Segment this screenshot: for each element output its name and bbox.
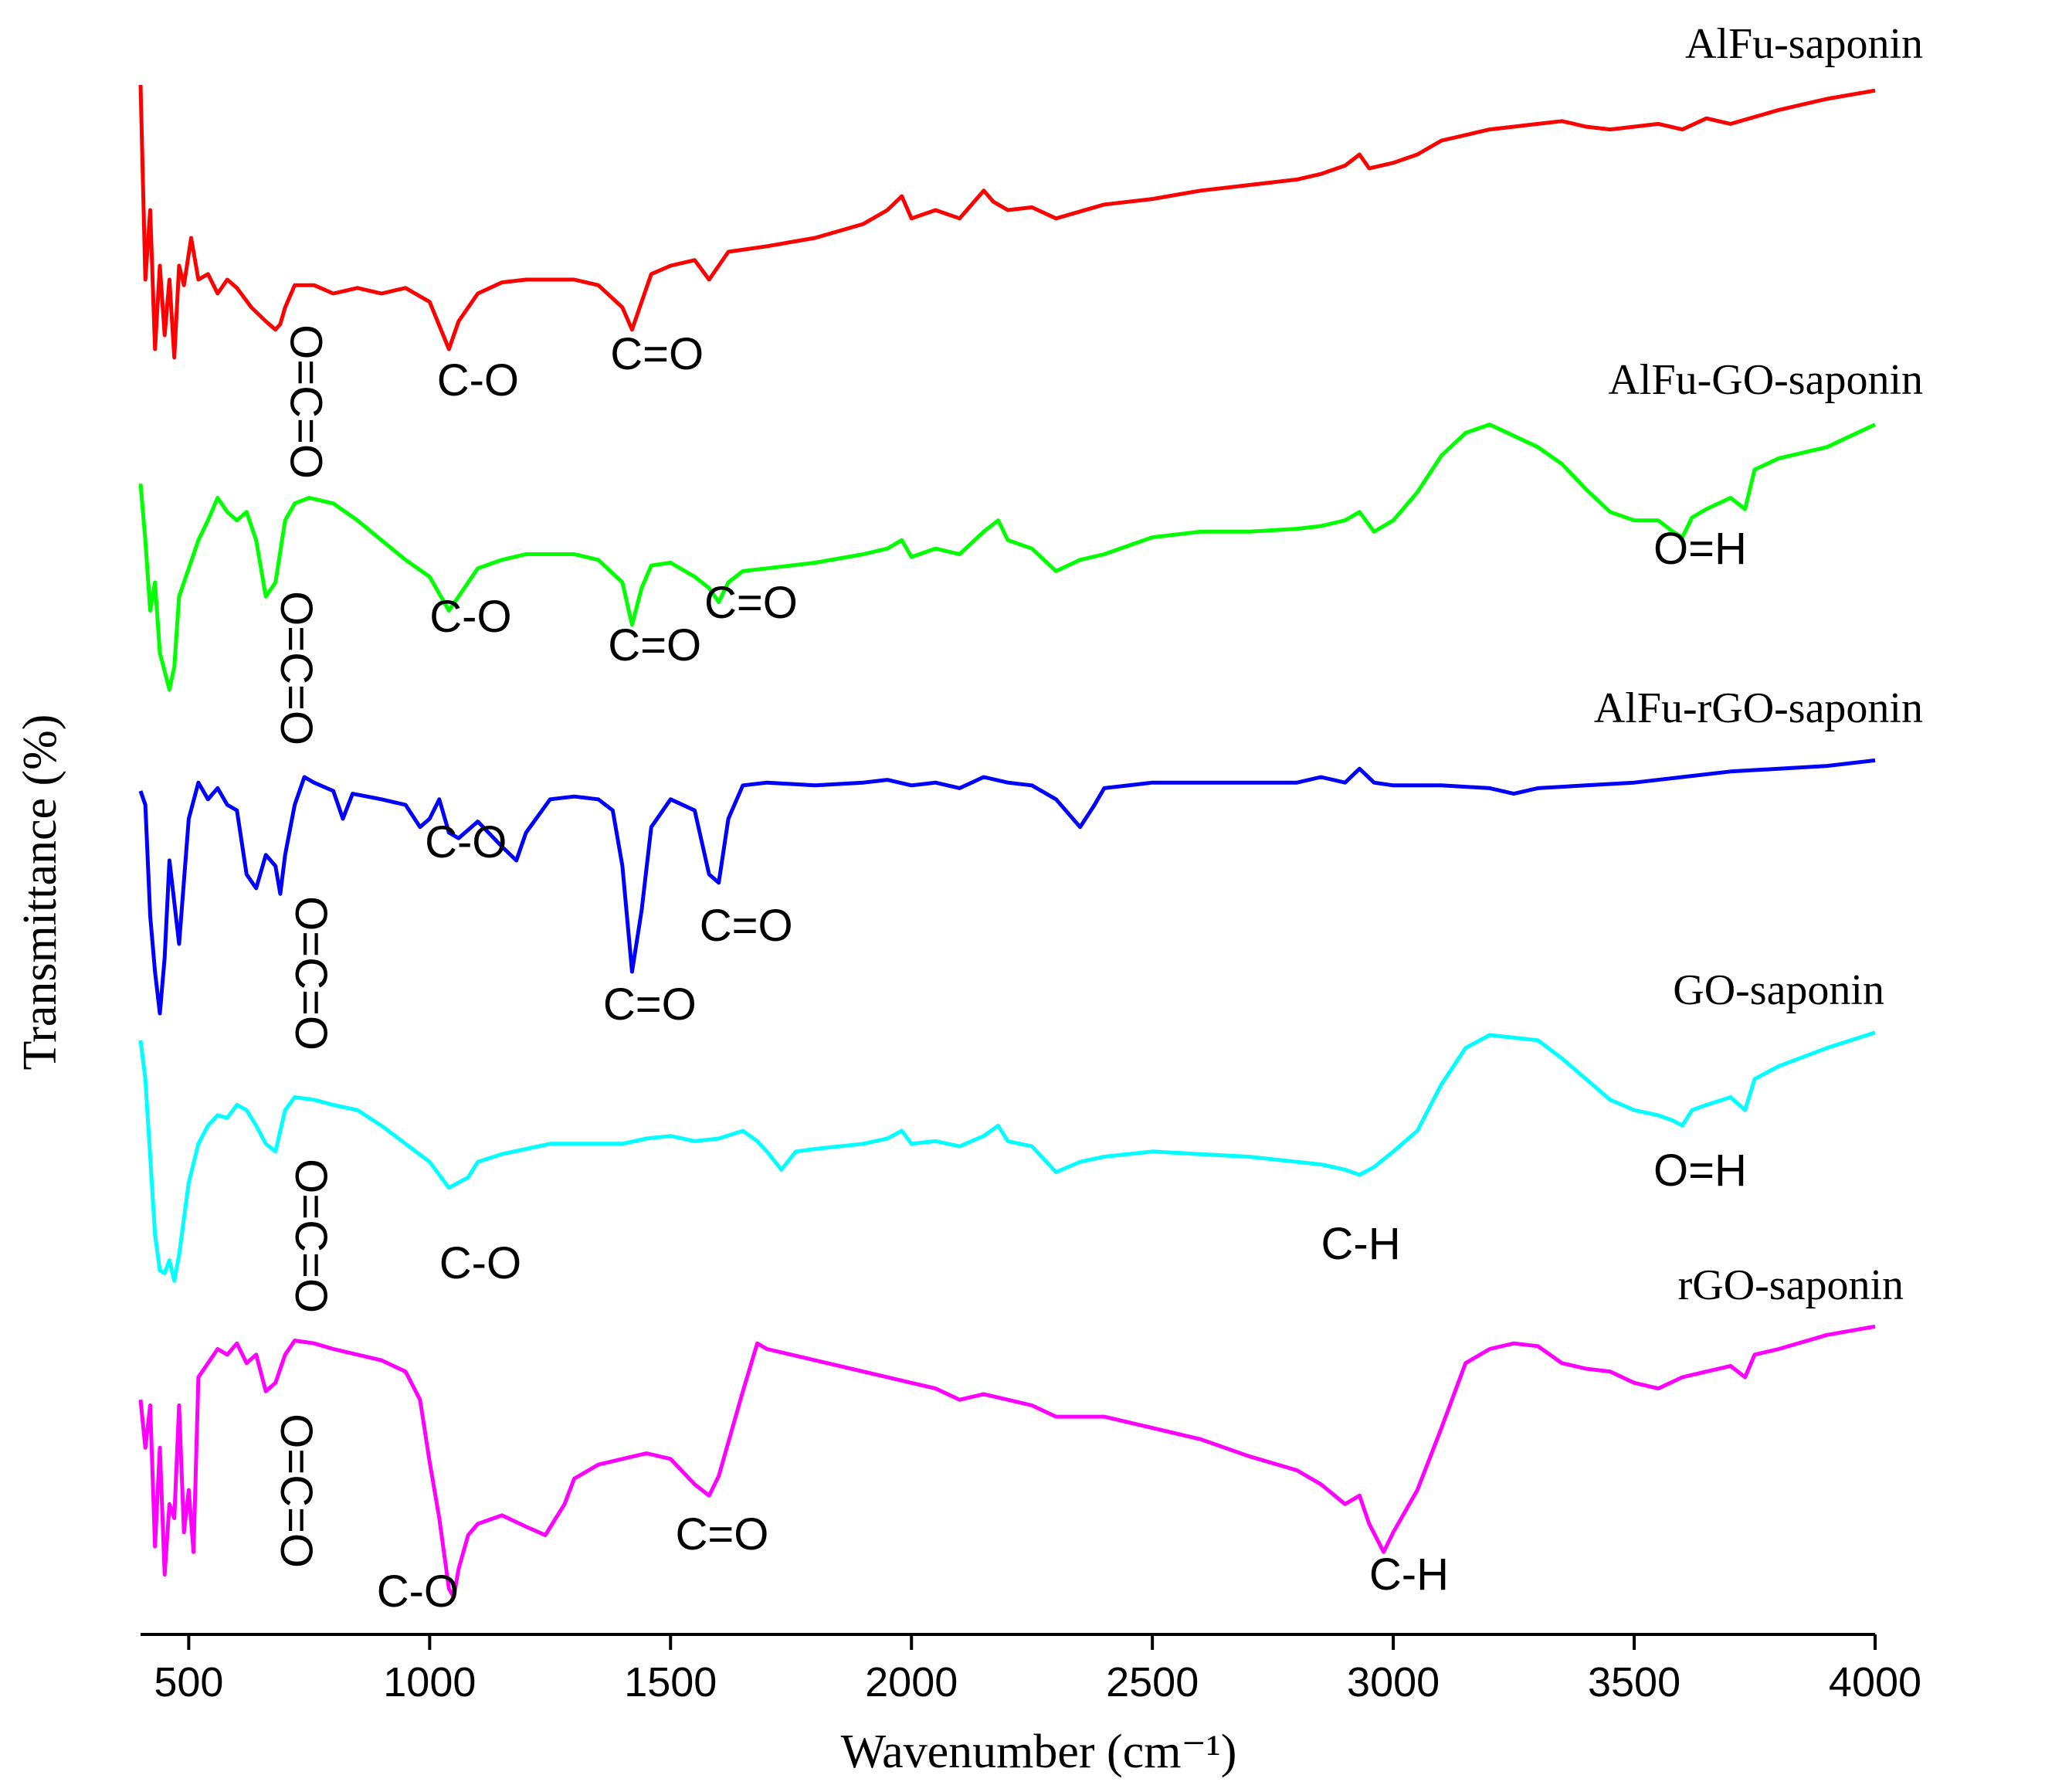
series-label-rgo-saponin: rGO-saponin [1678, 1261, 1904, 1309]
series-label-alfu-rgo-saponin: AlFu-rGO-saponin [1594, 684, 1923, 732]
x-tick-label: 1000 [383, 1659, 476, 1705]
peak-annotations: C-OC=OO=C=OC-OC=OC=OO=HO=C=OC-OC=OC=OO=C… [271, 324, 1747, 1617]
spectra-group [138, 84, 1877, 1600]
series-label-alfu-go-saponin: AlFu-GO-saponin [1608, 356, 1923, 404]
annotation-alfu-go-saponin-o-c-o: O=C=O [271, 591, 321, 745]
annotation-alfu-saponin-c-o: C-O [437, 355, 519, 406]
annotation-alfu-rgo-saponin-c-o: C=O [603, 979, 697, 1030]
annotation-alfu-saponin-o-c-o: O=C=O [281, 324, 331, 479]
series-line-alfu-saponin [138, 84, 1876, 360]
x-tick-label: 4000 [1829, 1659, 1921, 1705]
annotation-rgo-saponin-o-c-o: O=C=O [271, 1414, 321, 1568]
x-axis-ticks: 500 1000 1500 2000 2500 3000 3500 4000 [154, 1634, 1921, 1705]
series-label-alfu-saponin: AlFu-saponin [1685, 20, 1923, 68]
annotation-alfu-rgo-saponin-o-c-o: O=C=O [286, 896, 336, 1050]
annotation-alfu-go-saponin-c-o: C=O [608, 620, 701, 670]
annotation-go-saponin-c-o: C-O [439, 1238, 521, 1288]
x-tick-label: 3000 [1347, 1659, 1440, 1705]
series-label-go-saponin: GO-saponin [1673, 966, 1884, 1014]
annotation-go-saponin-c-h: C-H [1321, 1219, 1401, 1269]
x-tick-label: 2500 [1106, 1659, 1199, 1705]
x-tick-label: 500 [154, 1659, 223, 1705]
annotation-alfu-go-saponin-c-o: C-O [429, 592, 511, 642]
annotation-rgo-saponin-c-h: C-H [1369, 1549, 1449, 1600]
x-tick-label: 1500 [624, 1659, 717, 1705]
x-axis: 500 1000 1500 2000 2500 3000 3500 4000 [141, 1633, 1921, 1705]
annotation-rgo-saponin-c-o: C-O [377, 1566, 459, 1617]
x-tick-label: 2000 [865, 1659, 958, 1705]
annotation-alfu-rgo-saponin-c-o: C-O [425, 817, 507, 867]
series-line-go-saponin [138, 1030, 1876, 1283]
annotation-alfu-saponin-c-o: C=O [610, 329, 704, 379]
annotation-alfu-go-saponin-o-h: O=H [1653, 524, 1747, 574]
series-labels: AlFu-saponin AlFu-GO-saponin AlFu-rGO-sapo… [1594, 20, 1923, 1309]
annotation-alfu-rgo-saponin-c-o: C=O [700, 901, 793, 951]
annotation-rgo-saponin-c-o: C=O [676, 1509, 769, 1560]
series-line-rgo-saponin [138, 1324, 1876, 1600]
annotation-go-saponin-o-c-o: O=C=O [286, 1159, 336, 1313]
y-axis-label: Transmittance (%) [14, 714, 66, 1071]
series-line-alfu-go-saponin [138, 423, 1877, 692]
x-tick-label: 3500 [1588, 1659, 1680, 1705]
annotation-go-saponin-o-h: O=H [1653, 1145, 1747, 1196]
series-line-alfu-rgo-saponin [138, 758, 1876, 1016]
annotation-alfu-go-saponin-c-o: C=O [704, 578, 798, 628]
x-axis-label: Wavenumber (cm⁻¹) [841, 1726, 1237, 1778]
